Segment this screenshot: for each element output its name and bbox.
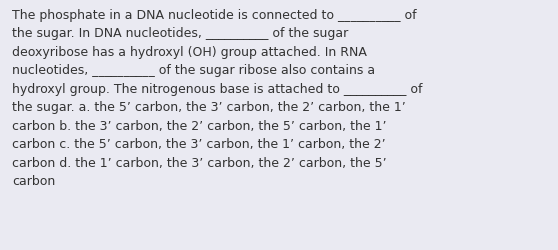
Text: The phosphate in a DNA nucleotide is connected to __________ of
the sugar. In DN: The phosphate in a DNA nucleotide is con… bbox=[12, 9, 423, 188]
